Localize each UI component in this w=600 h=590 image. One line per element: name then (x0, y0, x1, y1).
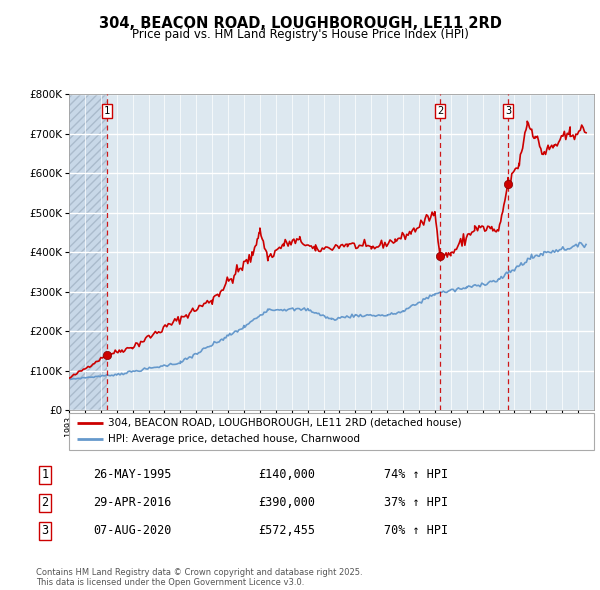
Text: £390,000: £390,000 (258, 496, 315, 509)
Text: 304, BEACON ROAD, LOUGHBOROUGH, LE11 2RD: 304, BEACON ROAD, LOUGHBOROUGH, LE11 2RD (98, 16, 502, 31)
Text: 74% ↑ HPI: 74% ↑ HPI (384, 468, 448, 481)
Text: 1: 1 (41, 468, 49, 481)
Text: £572,455: £572,455 (258, 525, 315, 537)
Text: 29-APR-2016: 29-APR-2016 (93, 496, 172, 509)
Text: 70% ↑ HPI: 70% ↑ HPI (384, 525, 448, 537)
Text: 37% ↑ HPI: 37% ↑ HPI (384, 496, 448, 509)
Text: 1: 1 (104, 106, 110, 116)
Text: HPI: Average price, detached house, Charnwood: HPI: Average price, detached house, Char… (109, 434, 361, 444)
Text: £140,000: £140,000 (258, 468, 315, 481)
Text: 304, BEACON ROAD, LOUGHBOROUGH, LE11 2RD (detached house): 304, BEACON ROAD, LOUGHBOROUGH, LE11 2RD… (109, 418, 462, 428)
Text: Contains HM Land Registry data © Crown copyright and database right 2025.
This d: Contains HM Land Registry data © Crown c… (36, 568, 362, 587)
Text: 3: 3 (505, 106, 511, 116)
Text: 2: 2 (437, 106, 443, 116)
Text: 26-MAY-1995: 26-MAY-1995 (93, 468, 172, 481)
Text: Price paid vs. HM Land Registry's House Price Index (HPI): Price paid vs. HM Land Registry's House … (131, 28, 469, 41)
Text: 3: 3 (41, 525, 49, 537)
Text: 2: 2 (41, 496, 49, 509)
Text: 07-AUG-2020: 07-AUG-2020 (93, 525, 172, 537)
